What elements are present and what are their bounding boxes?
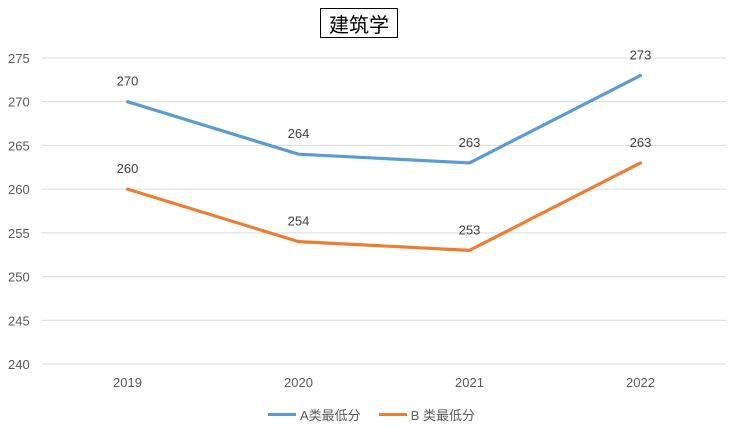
- x-tick-label: 2022: [626, 375, 655, 390]
- legend-item-a: A类最低分: [268, 405, 361, 424]
- legend-label-b: B 类最低分: [410, 408, 475, 423]
- legend-swatch-a: [268, 413, 297, 416]
- y-tick-label: 255: [8, 226, 30, 241]
- data-label: 263: [459, 135, 481, 150]
- y-axis-ticks: 240 245 250 255 260 265 270 275: [8, 51, 30, 372]
- data-label: 253: [459, 222, 481, 237]
- y-tick-label: 260: [8, 182, 30, 197]
- y-tick-label: 240: [8, 357, 30, 372]
- x-tick-label: 2019: [113, 375, 142, 390]
- legend-swatch-b: [378, 413, 407, 416]
- series-line-b: [125, 161, 643, 252]
- legend-label-a: A类最低分: [300, 408, 361, 423]
- y-tick-label: 275: [8, 51, 30, 66]
- data-label: 254: [288, 214, 310, 229]
- x-tick-label: 2021: [455, 375, 484, 390]
- data-label: 264: [288, 126, 310, 141]
- data-labels: 270 264 263 273 260 254 253 263: [117, 47, 652, 237]
- data-label: 270: [117, 74, 139, 89]
- x-axis-ticks: 2019 2020 2021 2022: [113, 375, 655, 390]
- y-tick-label: 265: [8, 138, 30, 153]
- y-tick-label: 270: [8, 95, 30, 110]
- chart-title: 建筑学: [320, 8, 398, 38]
- gridlines: [42, 57, 726, 365]
- legend-item-b: B 类最低分: [378, 405, 475, 424]
- series-line-a: [125, 73, 643, 165]
- data-label: 263: [630, 135, 652, 150]
- legend: A类最低分 B 类最低分: [0, 405, 743, 424]
- x-tick-label: 2020: [284, 375, 313, 390]
- series-lines: [125, 73, 643, 252]
- data-label: 260: [117, 161, 139, 176]
- y-tick-label: 250: [8, 270, 30, 285]
- data-label: 273: [630, 47, 652, 62]
- y-tick-label: 245: [8, 313, 30, 328]
